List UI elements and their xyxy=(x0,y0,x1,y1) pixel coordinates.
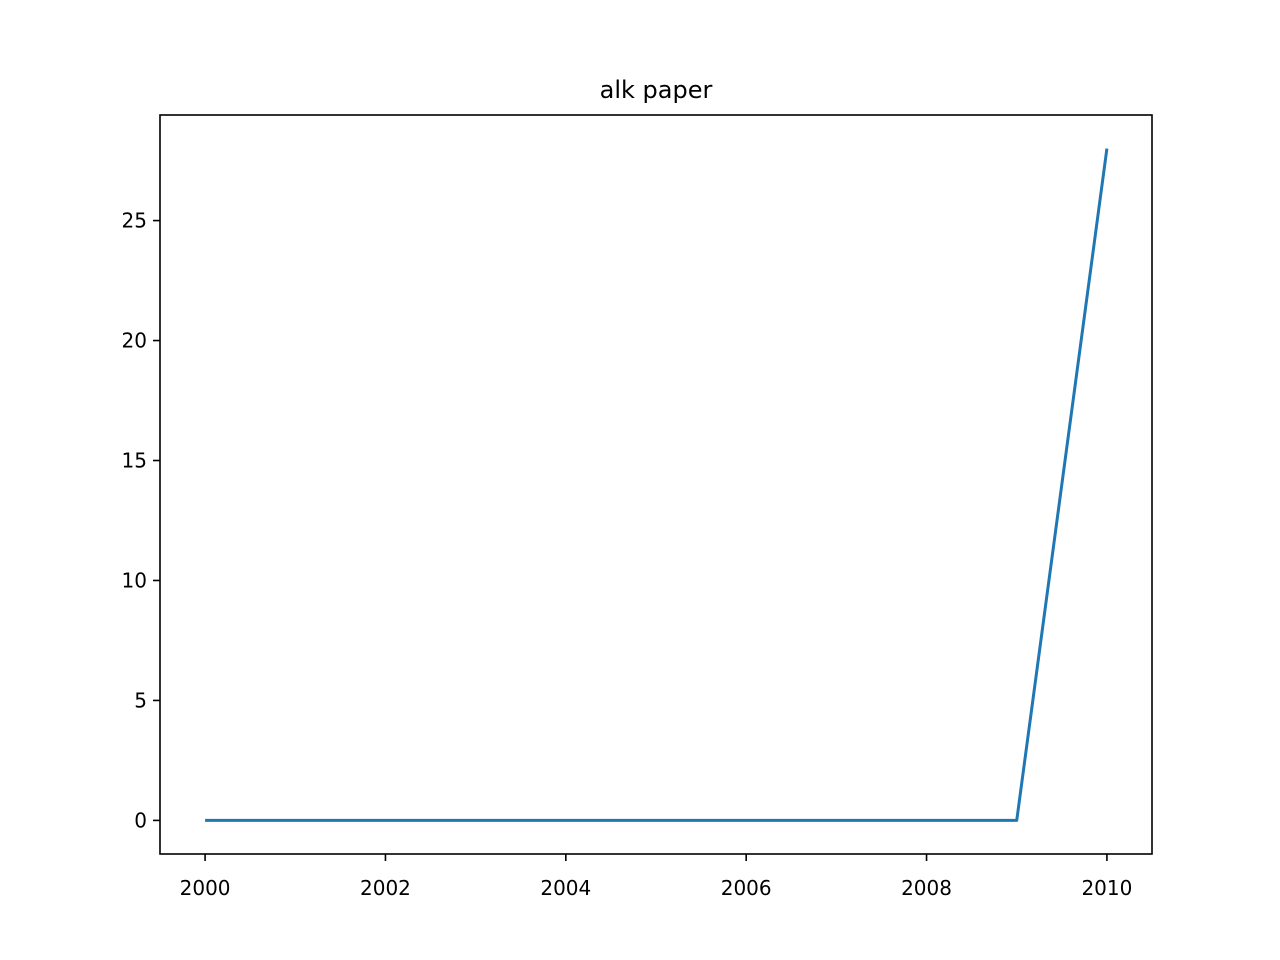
y-tick-label: 5 xyxy=(134,688,147,712)
y-tick-label: 0 xyxy=(134,808,147,832)
series-line xyxy=(205,148,1109,822)
y-tick-label: 10 xyxy=(122,568,147,592)
y-axis: 0 5 10 15 20 25 xyxy=(122,209,160,832)
x-tick-label: 2004 xyxy=(540,876,591,900)
x-tick-label: 2010 xyxy=(1081,876,1132,900)
y-tick-label: 15 xyxy=(122,449,147,473)
y-tick-label: 20 xyxy=(122,329,147,353)
x-axis: 2000 2002 2004 2006 2008 2010 xyxy=(180,854,1132,900)
x-tick-label: 2000 xyxy=(180,876,231,900)
y-tick-label: 25 xyxy=(122,209,147,233)
x-tick-label: 2008 xyxy=(901,876,952,900)
chart-title: alk paper xyxy=(600,76,713,104)
x-tick-label: 2006 xyxy=(721,876,772,900)
plot-frame xyxy=(159,114,1153,855)
x-tick-label: 2002 xyxy=(360,876,411,900)
series-layer xyxy=(205,148,1109,822)
